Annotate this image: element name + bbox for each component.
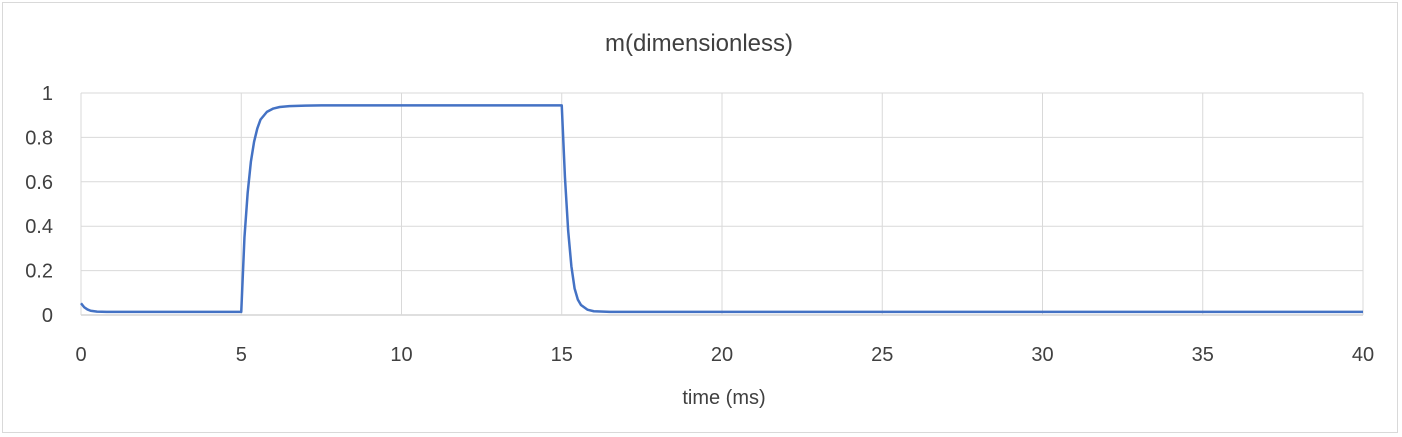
x-tick-label: 15 — [551, 344, 573, 366]
x-tick-label: 40 — [1352, 344, 1374, 366]
x-tick-label: 10 — [390, 344, 412, 366]
y-tick-label: 0.8 — [25, 127, 53, 149]
series-group — [80, 104, 1363, 314]
x-gridlines — [80, 93, 1364, 315]
y-tick-label: 0 — [42, 305, 53, 327]
x-tick-label: 25 — [871, 344, 893, 366]
y-tick-labels: 0 0.2 0.4 0.6 0.8 1 — [25, 83, 53, 327]
x-tick-label: 0 — [75, 344, 86, 366]
x-axis-title: time (ms) — [682, 387, 765, 409]
chart-svg: m(dimensionless) 0 0.2 0.4 0.6 0.8 1 0 5 10 15 20… — [25, 30, 1374, 409]
y-tick-label: 1 — [42, 83, 53, 105]
x-tick-label: 30 — [1031, 344, 1053, 366]
chart-title: m(dimensionless) — [605, 30, 793, 57]
x-tick-label: 35 — [1192, 344, 1214, 366]
y-tick-label: 0.4 — [25, 216, 53, 238]
x-tick-label: 20 — [711, 344, 733, 366]
x-tick-label: 5 — [236, 344, 247, 366]
series-line — [80, 104, 1363, 314]
y-tick-label: 0.2 — [25, 261, 53, 283]
y-tick-label: 0.6 — [25, 172, 53, 194]
x-tick-labels: 0 5 10 15 20 25 30 35 40 — [75, 344, 1374, 366]
